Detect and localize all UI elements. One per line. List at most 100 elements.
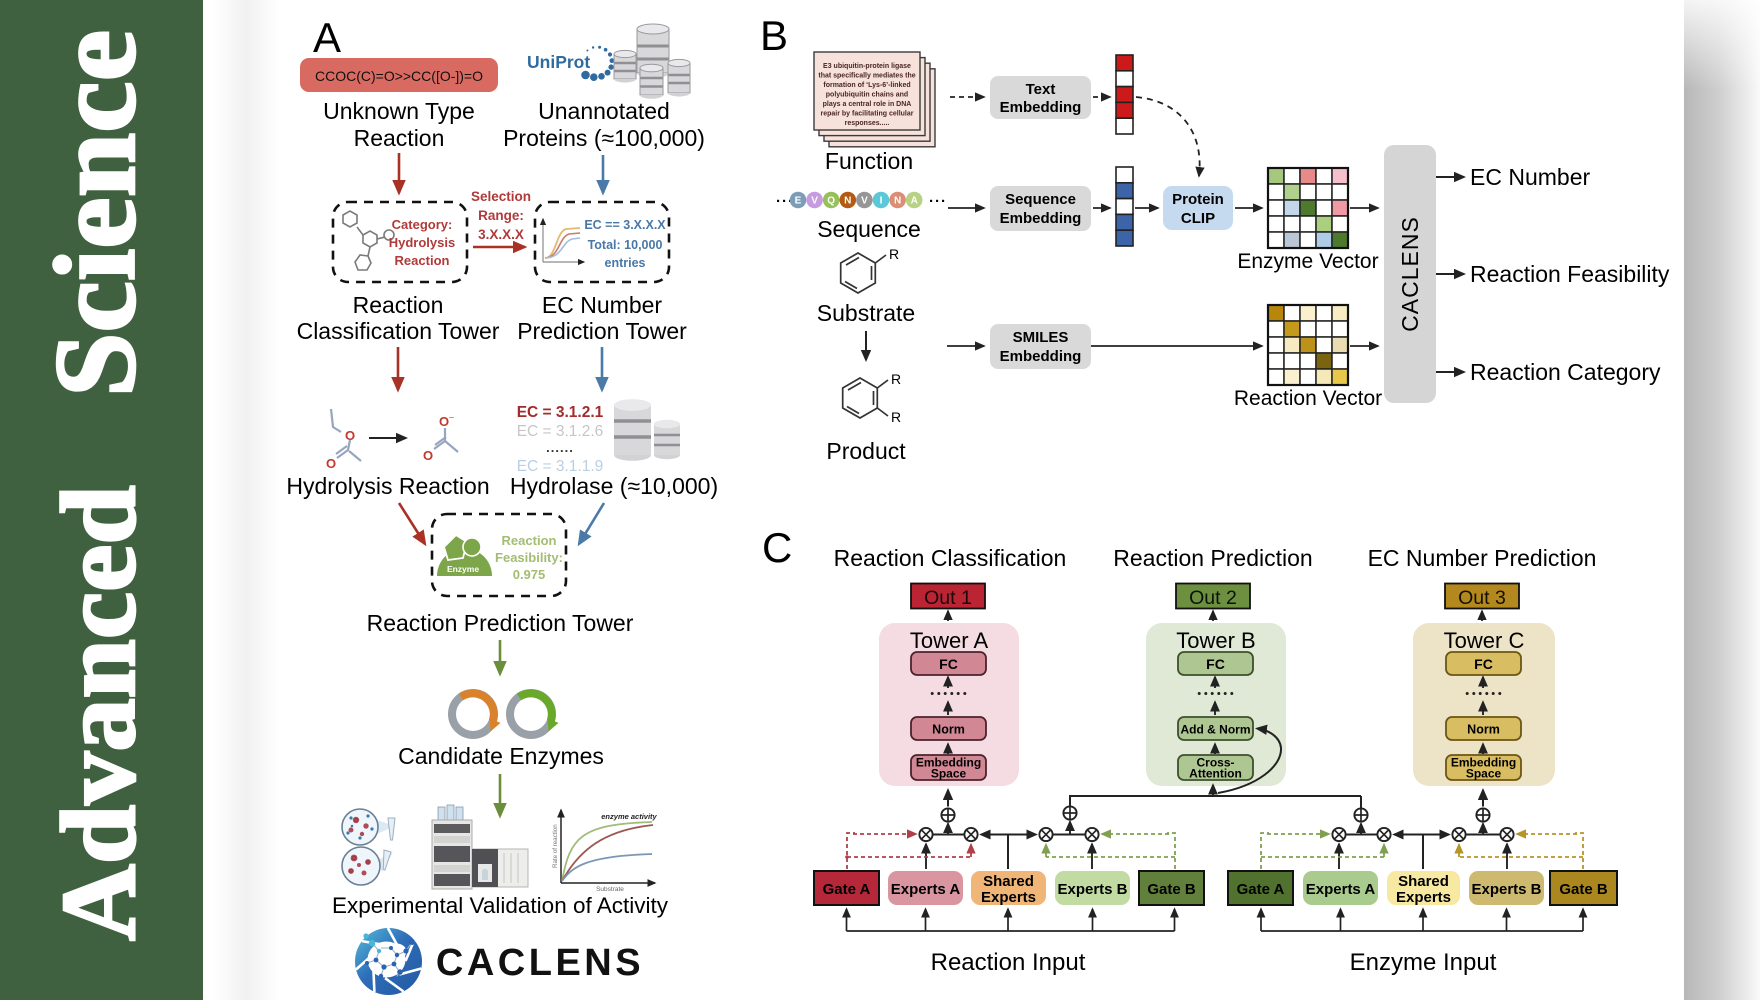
svg-text:Experts A: Experts A [891,881,961,898]
svg-text:Tower C: Tower C [1444,628,1525,653]
svg-text:Shared: Shared [983,873,1034,890]
svg-text:EC Number: EC Number [542,292,662,318]
svg-text:Gate A: Gate A [1237,881,1285,898]
svg-text:UniProt: UniProt [527,52,590,72]
svg-text:Prediction Tower: Prediction Tower [517,318,687,344]
svg-text:Hydrolase (≈10,000): Hydrolase (≈10,000) [510,473,718,499]
svg-text:–: – [449,412,454,422]
svg-text:EC Number: EC Number [1470,164,1590,190]
svg-text:Range:: Range: [478,208,524,223]
svg-text:entries: entries [605,256,646,270]
svg-text:repair by facilitating cellula: repair by facilitating cellular [821,111,914,118]
svg-text:Out 1: Out 1 [924,587,972,609]
svg-text:Enzyme Input: Enzyme Input [1350,949,1497,976]
svg-text:Embedding: Embedding [1000,99,1082,116]
svg-text:Hydrolysis Reaction: Hydrolysis Reaction [286,473,489,499]
svg-text:Sequence: Sequence [817,216,921,242]
svg-text:R: R [889,246,899,262]
svg-text:EC Number Prediction: EC Number Prediction [1368,545,1597,571]
svg-text:CACLENS: CACLENS [436,942,644,984]
svg-text:responses.....: responses..... [845,120,890,127]
svg-text:Reaction Category: Reaction Category [1470,359,1661,385]
svg-text:FC: FC [1474,656,1493,672]
svg-text:O: O [439,414,449,429]
svg-text:Experts B: Experts B [1471,881,1541,898]
svg-text:SMILES: SMILES [1013,329,1069,346]
svg-text:Experimental Validation of Act: Experimental Validation of Activity [332,893,669,918]
svg-text:Experts A: Experts A [1306,881,1376,898]
svg-text:···: ··· [776,193,794,210]
svg-text:that specifically mediates the: that specifically mediates the [818,73,915,80]
svg-text:A: A [911,196,918,207]
svg-text:Tower A: Tower A [910,628,989,653]
svg-text:Unknown Type: Unknown Type [323,98,475,124]
svg-text:Candidate Enzymes: Candidate Enzymes [398,743,604,769]
svg-text:O: O [326,456,336,471]
svg-text:Enzyme: Enzyme [447,564,479,574]
svg-text:0.975: 0.975 [513,567,546,582]
svg-text:CLIP: CLIP [1181,210,1215,227]
svg-text:V: V [811,196,818,207]
svg-text:Classification Tower: Classification Tower [297,318,500,344]
svg-text:Reaction: Reaction [353,292,444,318]
svg-text:Function: Function [825,148,913,174]
svg-text:Reaction Input: Reaction Input [931,949,1086,976]
svg-text:enzyme activity: enzyme activity [601,812,657,821]
svg-text:Experts: Experts [981,889,1036,906]
svg-text:Product: Product [826,438,906,464]
svg-text:O: O [345,428,355,443]
svg-text:EC = 3.1.2.1: EC = 3.1.2.1 [517,404,604,421]
svg-text:Experts B: Experts B [1057,881,1127,898]
svg-text:Space: Space [931,767,967,781]
svg-text:Enzyme Vector: Enzyme Vector [1237,250,1378,273]
svg-text:E: E [795,196,802,207]
svg-text:Protein: Protein [1172,191,1224,208]
svg-text:Reaction: Reaction [354,125,445,151]
svg-text:EC = 3.1.1.9: EC = 3.1.1.9 [517,458,604,475]
svg-text:Q: Q [827,196,835,207]
svg-text:Reaction Classification: Reaction Classification [834,545,1067,571]
svg-text:Shared: Shared [1398,873,1449,890]
svg-text:Out 3: Out 3 [1458,587,1506,609]
svg-text:Selection: Selection [471,189,531,204]
svg-text:formation of ‘Lys-6’-linked: formation of ‘Lys-6’-linked [823,82,910,89]
svg-text:FC: FC [939,656,958,672]
svg-text:V: V [861,196,868,207]
svg-text:Out 2: Out 2 [1189,587,1237,609]
svg-text:Rate of reaction: Rate of reaction [552,824,559,868]
svg-text:......: ...... [546,440,574,455]
svg-text:N: N [844,196,851,207]
svg-text:Gate B: Gate B [1147,881,1196,898]
svg-text:C: C [762,524,792,571]
svg-text:O: O [423,448,433,463]
svg-text:FC: FC [1206,656,1225,672]
svg-text:Hydrolysis: Hydrolysis [389,235,455,250]
svg-text:I: I [880,196,883,207]
svg-text:···: ··· [929,193,947,210]
svg-text:CACLENS: CACLENS [1397,216,1423,332]
svg-text:Unannotated: Unannotated [538,98,670,124]
svg-text:Substrate: Substrate [817,300,915,326]
svg-text:Reaction: Reaction [395,253,450,268]
svg-text:A: A [313,14,341,61]
svg-text:polyubiquitin chains and: polyubiquitin chains and [826,92,908,99]
svg-text:Norm: Norm [932,723,965,737]
svg-text:EC == 3.X.X.X: EC == 3.X.X.X [584,218,666,232]
svg-text:B: B [760,12,788,59]
svg-text:Reaction Feasibility: Reaction Feasibility [1470,261,1670,287]
svg-text:Feasibility:: Feasibility: [495,550,563,565]
svg-text:Norm: Norm [1467,723,1500,737]
svg-text:Embedding: Embedding [1000,348,1082,365]
svg-text:R: R [891,409,901,425]
svg-text:Reaction: Reaction [502,533,557,548]
svg-text:Embedding: Embedding [1000,210,1082,227]
svg-text:Science: Science [32,30,160,397]
svg-text:Attention: Attention [1189,767,1242,781]
svg-text:R: R [891,371,901,387]
svg-text:E3 ubiquitin-protein ligase: E3 ubiquitin-protein ligase [823,63,911,70]
svg-text:Reaction Prediction: Reaction Prediction [1113,545,1312,571]
svg-text:EC = 3.1.2.6: EC = 3.1.2.6 [517,423,604,440]
svg-text:N: N [894,196,901,207]
svg-text:Sequence: Sequence [1005,191,1076,208]
svg-text:Add & Norm: Add & Norm [1181,723,1251,737]
